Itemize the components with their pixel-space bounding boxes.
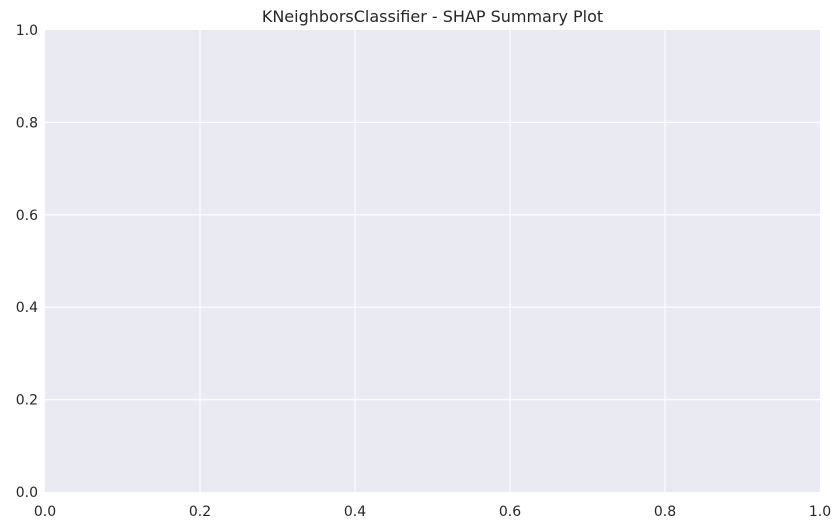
chart-title: KNeighborsClassifier - SHAP Summary Plot [262,7,603,26]
y-tick-label: 0.6 [16,208,38,224]
x-tick-label: 0.0 [34,504,56,520]
y-tick-label: 0.0 [16,485,38,501]
y-tick-label: 0.4 [16,300,38,316]
y-tick-label: 0.8 [16,115,38,131]
grid [45,30,820,492]
y-tick-label: 1.0 [16,23,38,39]
plot-area [45,30,820,492]
x-tick-label: 0.4 [344,504,366,520]
x-tick-label: 1.0 [809,504,831,520]
tick-labels: 0.0 0.2 0.4 0.6 0.8 1.0 0.0 0.2 0.4 0.6 0.8 1.0 [16,23,831,520]
x-tick-label: 0.2 [189,504,211,520]
y-tick-label: 0.2 [16,393,38,409]
x-tick-label: 0.6 [499,504,521,520]
x-tick-label: 0.8 [654,504,676,520]
